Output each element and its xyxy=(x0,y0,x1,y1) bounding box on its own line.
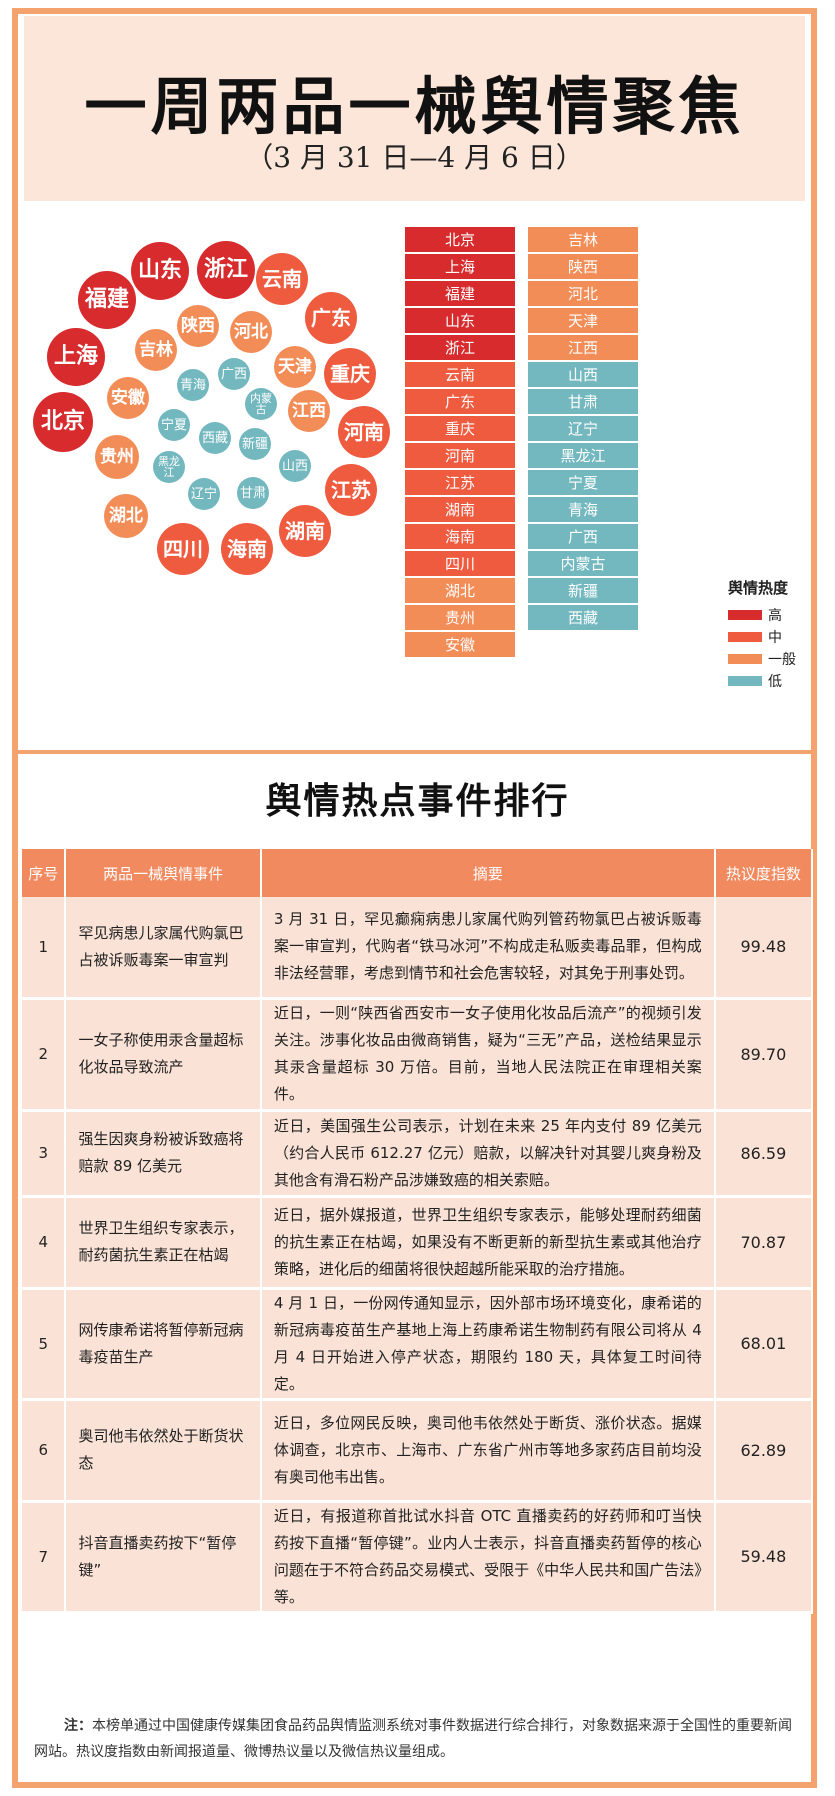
province-list-item: 江苏 xyxy=(405,470,515,495)
province-list-item: 吉林 xyxy=(528,227,638,252)
summary-cell: 近日，一则“陕西省西安市一女子使用化妆品后流产”的视频引发关注。涉事化妆品由微商… xyxy=(260,998,716,1112)
legend-title: 舆情热度 xyxy=(728,579,789,597)
summary-cell: 4 月 1 日，一份网传通知显示，因外部市场环境变化，康希诺的新冠病毒疫苗生产基… xyxy=(260,1288,716,1401)
legend-items: 高中一般低 xyxy=(728,604,818,692)
index-cell: 89.70 xyxy=(714,998,814,1112)
index-cell: 70.87 xyxy=(714,1196,814,1290)
index-cell: 86.59 xyxy=(714,1110,814,1198)
page-title: 一周两品一械舆情聚焦 xyxy=(84,70,745,143)
province-list-item: 天津 xyxy=(528,308,638,333)
province-list-item: 陕西 xyxy=(528,254,638,279)
event-cell: 强生因爽身粉被诉致癌将赔款 89 亿美元 xyxy=(65,1110,262,1198)
index-cell: 59.48 xyxy=(714,1501,814,1614)
legend-swatch xyxy=(728,676,762,686)
province-list-item: 黑龙江 xyxy=(528,443,638,468)
province-list-left: 北京 上海 福建 山东 浙江 云南 广东 重庆 河南 江苏 湖南 海南 四川 湖北 贵州 安徽 xyxy=(405,227,515,659)
event-cell: 奥司他韦依然处于断货状态 xyxy=(65,1399,262,1503)
province-list-item: 上海 xyxy=(405,254,515,279)
legend-label: 中 xyxy=(768,630,782,646)
header-index: 热议度指数 xyxy=(714,849,814,897)
legend-label: 低 xyxy=(768,674,782,690)
province-list-item: 安徽 xyxy=(405,632,515,657)
event-cell: 世界卫生组织专家表示，耐药菌抗生素正在枯竭 xyxy=(65,1196,262,1290)
rank-cell: 7 xyxy=(22,1501,67,1614)
province-list-item: 江西 xyxy=(528,335,638,360)
legend-row: 一般 xyxy=(728,648,818,670)
summary-cell: 近日，多位网民反映，奥司他韦依然处于断货、涨价状态。据媒体调查，北京市、上海市、… xyxy=(260,1399,716,1503)
table-header-row: 序号 两品一械舆情事件 摘要 热议度指数 xyxy=(22,849,814,897)
summary-cell: 近日，据外媒报道，世界卫生组织专家表示，能够处理耐药细菌的抗生素正在枯竭，如果没… xyxy=(260,1196,716,1290)
ranking-title: 舆情热点事件排行 xyxy=(265,781,570,822)
header-event: 两品一械舆情事件 xyxy=(65,849,262,897)
legend-swatch xyxy=(728,632,762,642)
event-cell: 一女子称使用汞含量超标化妆品导致流产 xyxy=(65,998,262,1112)
note-text: 本榜单通过中国健康传媒集团食品药品舆情监测系统对事件数据进行综合排行，对象数据来… xyxy=(34,1718,792,1760)
header-summary: 摘要 xyxy=(260,849,716,897)
province-list-item: 海南 xyxy=(405,524,515,549)
province-list-item: 青海 xyxy=(528,497,638,522)
index-cell: 62.89 xyxy=(714,1399,814,1503)
legend-swatch xyxy=(728,654,762,664)
province-list-item: 重庆 xyxy=(405,416,515,441)
footnote: 注：本榜单通过中国健康传媒集团食品药品舆情监测系统对事件数据进行综合排行，对象数… xyxy=(34,1713,804,1765)
rank-cell: 2 xyxy=(22,998,67,1112)
province-list-item: 北京 xyxy=(405,227,515,252)
table-row: 2 一女子称使用汞含量超标化妆品导致流产 近日，一则“陕西省西安市一女子使用化妆品后… xyxy=(22,998,814,1112)
event-cell: 罕见病患儿家属代购氯巴占被诉贩毒案一审宣判 xyxy=(65,897,262,1000)
index-cell: 68.01 xyxy=(714,1288,814,1401)
legend-row: 中 xyxy=(728,626,818,648)
province-list-item: 河南 xyxy=(405,443,515,468)
table-row: 5 网传康希诺将暂停新冠病毒疫苗生产 4 月 1 日，一份网传通知显示，因外部市场环… xyxy=(22,1288,814,1401)
province-list-item: 辽宁 xyxy=(528,416,638,441)
legend-label: 一般 xyxy=(768,652,796,668)
table-row: 6 奥司他韦依然处于断货状态 近日，多位网民反映，奥司他韦依然处于断货、涨价状态。据… xyxy=(22,1399,814,1503)
section-divider xyxy=(18,750,817,754)
province-list-item: 浙江 xyxy=(405,335,515,360)
province-list-item: 宁夏 xyxy=(528,470,638,495)
province-list-item: 西藏 xyxy=(528,605,638,630)
note-label: 注： xyxy=(64,1718,92,1734)
province-list-item: 福建 xyxy=(405,281,515,306)
rank-cell: 4 xyxy=(22,1196,67,1290)
province-list-item: 山东 xyxy=(405,308,515,333)
rank-cell: 6 xyxy=(22,1399,67,1503)
summary-cell: 3 月 31 日，罕见癫痫病患儿家属代购列管药物氯巴占被诉贩毒案一审宣判，代购者… xyxy=(260,897,716,1000)
header-rank: 序号 xyxy=(22,849,67,897)
index-cell: 99.48 xyxy=(714,897,814,1000)
rank-cell: 5 xyxy=(22,1288,67,1401)
province-list-item: 广西 xyxy=(528,524,638,549)
summary-cell: 近日，有报道称首批试水抖音 OTC 直播卖药的好药师和叮当快药按下直播“暂停键”… xyxy=(260,1501,716,1614)
province-list-item: 四川 xyxy=(405,551,515,576)
province-list-item: 河北 xyxy=(528,281,638,306)
legend-row: 高 xyxy=(728,604,818,626)
table-row: 7 抖音直播卖药按下“暂停键” 近日，有报道称首批试水抖音 OTC 直播卖药的好药师… xyxy=(22,1501,814,1614)
province-list-item: 贵州 xyxy=(405,605,515,630)
rank-cell: 1 xyxy=(22,897,67,1000)
event-cell: 抖音直播卖药按下“暂停键” xyxy=(65,1501,262,1614)
province-list-item: 云南 xyxy=(405,362,515,387)
province-list-item: 广东 xyxy=(405,389,515,414)
province-list-item: 内蒙古 xyxy=(528,551,638,576)
legend-swatch xyxy=(728,610,762,620)
province-list-item: 新疆 xyxy=(528,578,638,603)
header-banner: 一周两品一械舆情聚焦 （3 月 31 日—4 月 6 日） xyxy=(24,16,805,201)
province-list-item: 甘肃 xyxy=(528,389,638,414)
province-list-item: 湖南 xyxy=(405,497,515,522)
province-list-item: 湖北 xyxy=(405,578,515,603)
event-cell: 网传康希诺将暂停新冠病毒疫苗生产 xyxy=(65,1288,262,1401)
table-row: 4 世界卫生组织专家表示，耐药菌抗生素正在枯竭 近日，据外媒报道，世界卫生组织专家表… xyxy=(22,1196,814,1290)
rank-cell: 3 xyxy=(22,1110,67,1198)
table-row: 3 强生因爽身粉被诉致癌将赔款 89 亿美元 近日，美国强生公司表示，计划在未来 2… xyxy=(22,1110,814,1198)
heat-legend: 舆情热度 高中一般低 xyxy=(728,577,818,692)
table-row: 1 罕见病患儿家属代购氯巴占被诉贩毒案一审宣判 3 月 31 日，罕见癫痫病患儿家属… xyxy=(22,897,814,1000)
province-list-right: 吉林 陕西 河北 天津 江西 山西 甘肃 辽宁 黑龙江 宁夏 青海 广西 内蒙古 新疆 西藏 xyxy=(528,227,638,632)
date-range: （3 月 31 日—4 月 6 日） xyxy=(245,141,584,174)
summary-cell: 近日，美国强生公司表示，计划在未来 25 年内支付 89 亿美元（约合人民币 6… xyxy=(260,1110,716,1198)
legend-label: 高 xyxy=(768,608,782,624)
ranking-table: 序号 两品一械舆情事件 摘要 热议度指数 1 罕见病患儿家属代购氯巴占被诉贩毒案一… xyxy=(22,849,814,1614)
legend-row: 低 xyxy=(728,670,818,692)
province-list-item: 山西 xyxy=(528,362,638,387)
